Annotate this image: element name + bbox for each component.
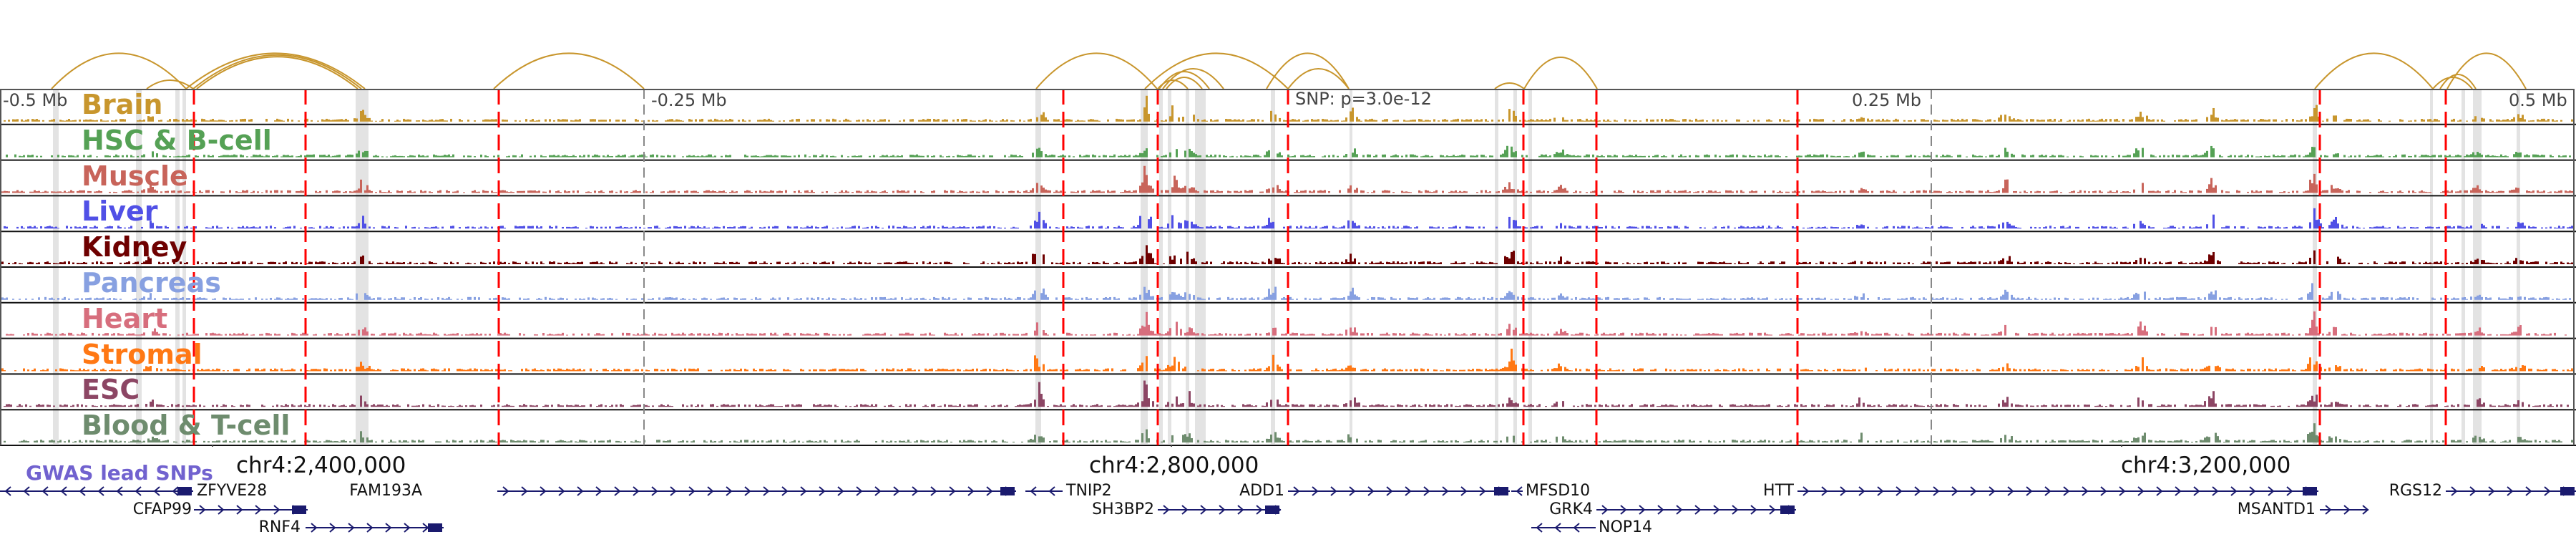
track-label-8: ESC (82, 374, 140, 406)
gene-label[interactable]: CFAP99 (132, 500, 192, 518)
gene-htt (1797, 486, 2318, 496)
gene-msantd1 (2320, 505, 2369, 515)
loop-arc (493, 52, 645, 89)
track-label-6: Heart (82, 302, 168, 334)
gene-zfyve28 (0, 486, 193, 496)
scale-right: 0.5 Mb (2509, 90, 2567, 110)
loop-arc (1035, 52, 1158, 89)
gene-label[interactable]: NOP14 (1599, 518, 1653, 536)
signal-8 (4, 380, 2569, 407)
gene-label[interactable]: MSANTD1 (2237, 500, 2316, 518)
loop-arc (146, 79, 194, 89)
gene-label[interactable]: FAM193A (349, 482, 422, 500)
track-label-9: Blood & T-cell (82, 410, 291, 442)
scale-left: -0.5 Mb (3, 90, 68, 110)
gene-label[interactable]: ADD1 (1239, 482, 1284, 500)
gene-track (0, 486, 2576, 533)
signal-3 (4, 208, 2573, 229)
loop-arc (2446, 52, 2527, 89)
gene-label[interactable]: RNF4 (258, 518, 301, 536)
chromatin-loop-arcs (51, 52, 2527, 89)
gene-add1 (1288, 486, 1510, 496)
track-label-1: HSC & B-cell (82, 124, 272, 156)
track-label-3: Liver (82, 195, 158, 228)
loop-arc (1494, 82, 1525, 89)
loop-arc (1162, 68, 1224, 89)
loop-arc (192, 54, 362, 89)
loop-arc (185, 52, 366, 89)
snp-label: SNP: p=3.0e-12 (1295, 89, 1432, 109)
gene-grk4 (1596, 505, 1796, 515)
gene-mfsd10 (1511, 486, 1523, 496)
coord-label-1: chr4:2,400,000 (236, 453, 406, 478)
loop-arc (1157, 79, 1189, 89)
gwas-track-label: GWAS lead SNPs (26, 461, 213, 485)
loop-arc (1158, 71, 1210, 89)
loop-arc (1523, 57, 1598, 89)
signal-1 (6, 145, 2571, 158)
loop-arc (2314, 52, 2434, 89)
gene-cfap99 (194, 505, 308, 515)
gene-label[interactable]: GRK4 (1549, 500, 1593, 518)
gene-label[interactable]: SH3BP2 (1092, 500, 1154, 518)
loop-arc (1166, 77, 1203, 89)
loop-arc (1287, 68, 1350, 89)
coord-label-2: chr4:2,800,000 (1089, 453, 1259, 478)
gene-label[interactable]: RGS12 (2389, 482, 2442, 500)
track-label-7: Stromal (82, 338, 203, 370)
gene-label[interactable]: MFSD10 (1526, 482, 1591, 500)
gene-rnf4 (306, 523, 444, 533)
gene-label[interactable]: TNIP2 (1066, 482, 1112, 500)
loop-arc (2439, 74, 2477, 89)
loop-arc (196, 56, 358, 89)
track-label-0: Brain (82, 89, 163, 120)
track-label-4: Kidney (82, 231, 187, 263)
loop-arc (51, 52, 187, 89)
loop-arc (1144, 52, 1289, 89)
gene-fam193a (497, 486, 1016, 496)
signal-0 (4, 95, 2573, 122)
gene-label[interactable]: ZFYVE28 (197, 482, 268, 500)
loop-arc (1266, 52, 1350, 89)
gene-nop14 (1531, 523, 1596, 533)
coord-label-3: chr4:3,200,000 (2121, 453, 2291, 478)
signal-6 (6, 311, 2567, 336)
track-panel (0, 89, 2575, 445)
scale-mid-right: 0.25 Mb (1852, 90, 1922, 110)
gene-label[interactable]: HTT (1762, 482, 1794, 500)
gene-sh3bp2 (1158, 505, 1282, 515)
signal-9 (4, 423, 2573, 442)
gene-rgs12 (2446, 486, 2576, 496)
gene-tnip2 (1025, 486, 1063, 496)
track-label-5: Pancreas (82, 267, 221, 299)
signal-tracks (0, 89, 2576, 447)
track-label-2: Muscle (82, 160, 188, 192)
signal-5 (1, 283, 2571, 300)
loop-arc (2432, 77, 2473, 89)
signal-2 (1, 165, 2573, 193)
signal-4 (1, 245, 2573, 264)
scale-mid-left: -0.25 Mb (651, 90, 727, 110)
